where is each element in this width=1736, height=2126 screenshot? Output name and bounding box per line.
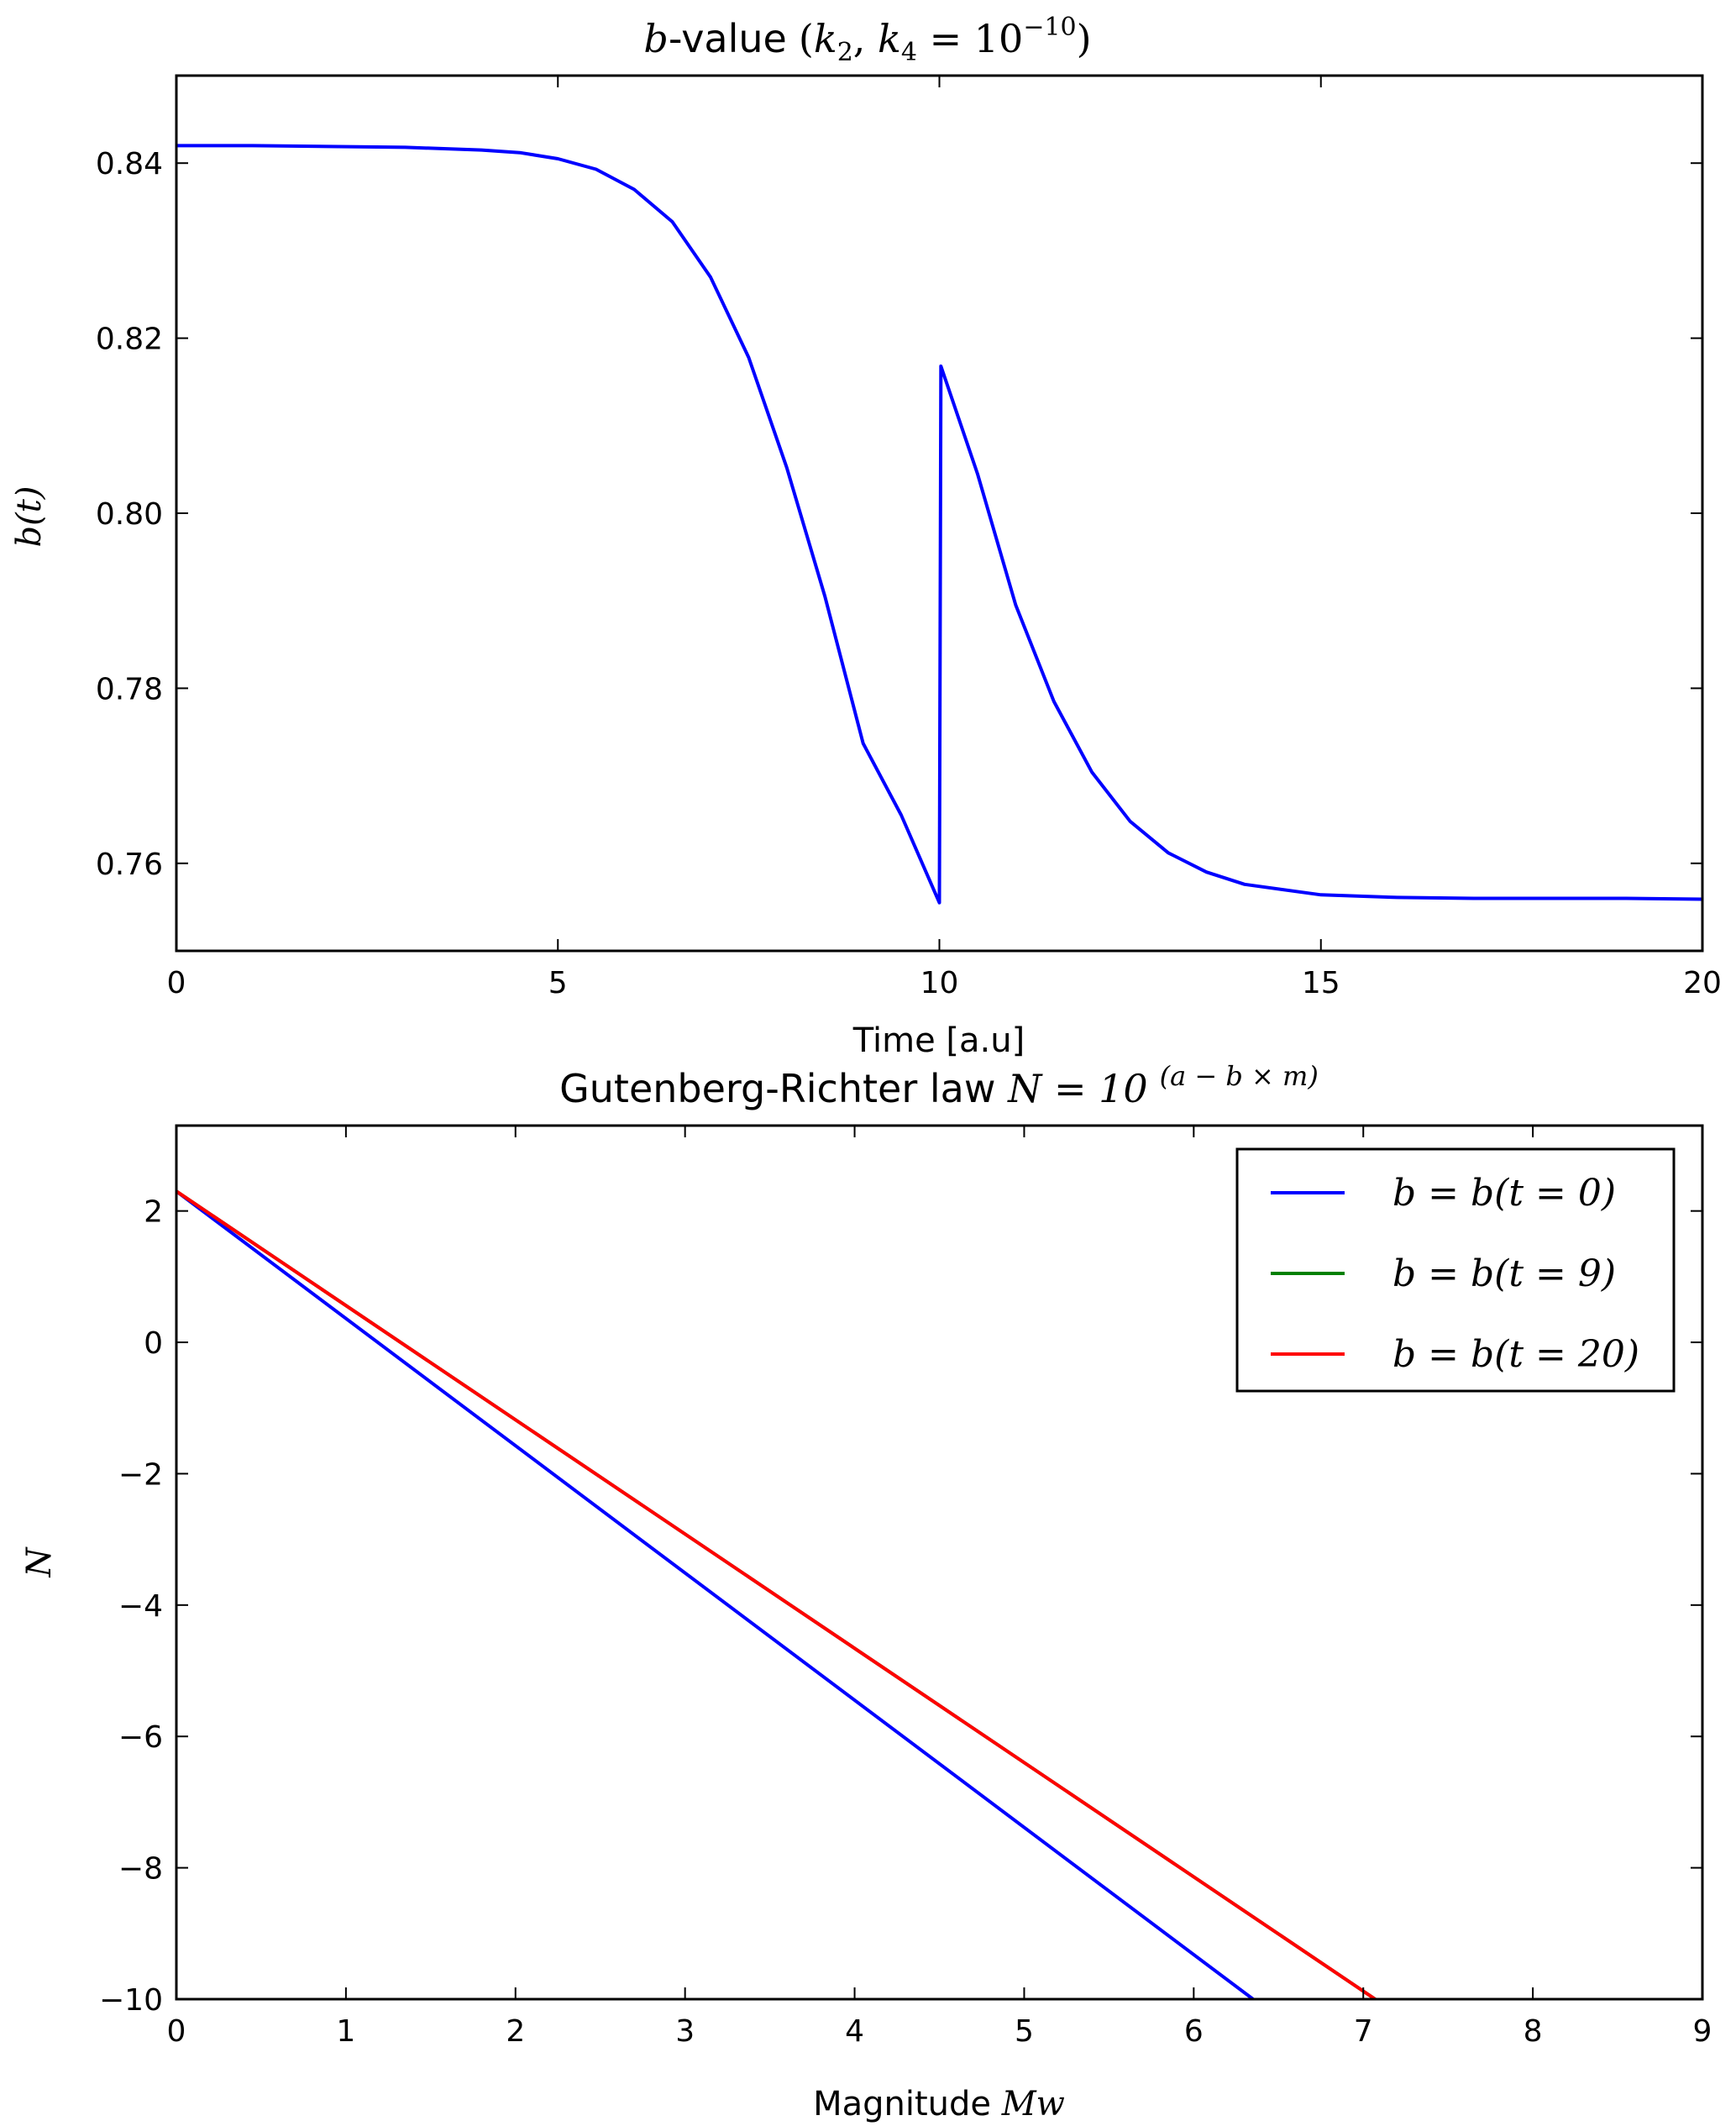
bvalue-x-tick-label: 0 [167, 966, 186, 1000]
bvalue-ticks: 0 5 10 15 20 0.76 0.78 0.80 0.82 0.84 [96, 76, 1722, 1000]
gr-series-line-2 [176, 1189, 1377, 1999]
bvalue-y-tick-label: 0.80 [96, 497, 163, 532]
gr-x-tick-label: 8 [1524, 2014, 1543, 2049]
bvalue-y-tick-label: 0.82 [96, 323, 163, 357]
gr-y-tick-label: −4 [118, 1589, 163, 1624]
bvalue-x-tick-label: 20 [1683, 966, 1722, 1000]
gr-y-tick-label: 2 [144, 1195, 163, 1230]
bvalue-plot-frame [175, 74, 1704, 953]
gutenberg-richter-chart: Gutenberg-Richter law N = 10 (a − b × m) … [20, 1060, 1712, 2123]
bvalue-y-tick-label: 0.76 [96, 848, 163, 882]
gr-plot-frame [175, 1124, 1704, 2001]
gr-x-tick-label: 9 [1693, 2014, 1712, 2049]
bvalue-y-axis-label: b(t) [10, 486, 49, 548]
gr-x-axis-label: Magnitude Mw [813, 2085, 1065, 2123]
gr-x-tick-label: 2 [506, 2014, 525, 2049]
bvalue-x-tick-label: 5 [548, 966, 568, 1000]
gr-y-tick-label: −8 [118, 1852, 163, 1887]
gr-x-tick-label: 5 [1015, 2014, 1034, 2049]
bvalue-series-line-0 [176, 144, 1702, 905]
gr-x-tick-label: 7 [1354, 2014, 1373, 2049]
bvalue-chart-title: b-value (k2, k4 = 10−10) [643, 13, 1091, 67]
gr-series-group [176, 1189, 1377, 1999]
bvalue-x-axis-label: Time [a.u] [852, 1021, 1025, 1060]
gr-chart-title: Gutenberg-Richter law N = 10 (a − b × m) [559, 1060, 1319, 1111]
bvalue-y-tick-label: 0.84 [96, 147, 163, 181]
gr-y-tick-label: −2 [118, 1457, 163, 1492]
gr-y-tick-label: −10 [99, 1983, 163, 2018]
gr-x-tick-label: 0 [167, 2014, 186, 2049]
gr-legend: b = b(t = 0) b = b(t = 9) b = b(t = 20) [1235, 1147, 1676, 1393]
gr-legend-label-0: b = b(t = 0) [1392, 1172, 1616, 1215]
bvalue-chart: b-value (k2, k4 = 10−10) 0 5 10 15 20 0.76 0.78… [10, 13, 1722, 1060]
gr-legend-box [1235, 1147, 1676, 1393]
bvalue-y-tick-label: 0.78 [96, 672, 163, 706]
gr-legend-label-1: b = b(t = 9) [1392, 1252, 1616, 1295]
bvalue-series-group [176, 144, 1702, 905]
gr-x-tick-label: 6 [1184, 2014, 1204, 2049]
gr-y-axis-label: N [20, 1546, 59, 1578]
bvalue-x-tick-label: 15 [1302, 966, 1340, 1000]
gr-x-tick-label: 4 [845, 2014, 864, 2049]
gr-y-tick-label: 0 [144, 1326, 163, 1361]
gr-legend-label-2: b = b(t = 20) [1392, 1333, 1639, 1376]
gr-x-tick-label: 3 [675, 2014, 695, 2049]
gr-x-tick-label: 1 [336, 2014, 355, 2049]
gr-y-tick-label: −6 [118, 1720, 163, 1755]
bvalue-x-tick-label: 10 [920, 966, 959, 1000]
gr-series-line-0 [176, 1189, 1255, 1999]
